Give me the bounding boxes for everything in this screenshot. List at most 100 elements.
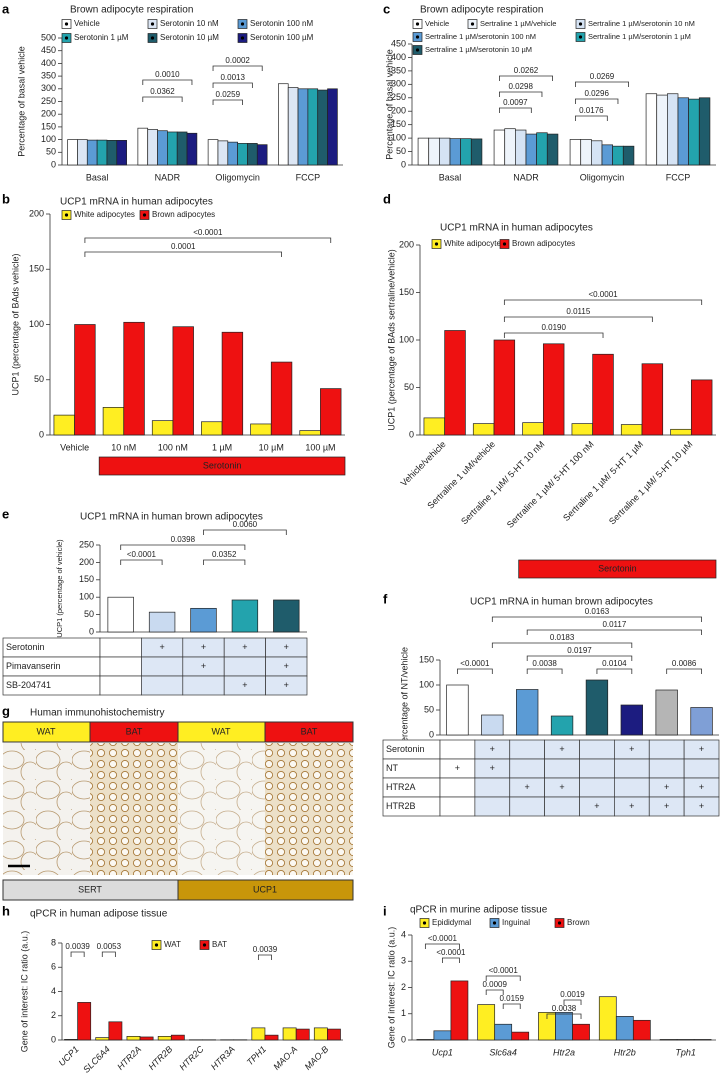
- table-cell: [141, 675, 184, 696]
- bar: [190, 607, 217, 633]
- bar: [550, 715, 574, 736]
- bar: [278, 83, 289, 166]
- p-value: 0.0398: [171, 535, 196, 544]
- y-tick-label: 300: [391, 79, 406, 89]
- bar: [511, 1031, 530, 1041]
- p-value: 0.0002: [225, 56, 250, 65]
- x-tick-label: Oligomycin: [215, 172, 260, 182]
- tissue-label: BAT: [301, 726, 318, 736]
- legend-dot: [578, 22, 583, 26]
- p-value: 0.0013: [220, 73, 245, 82]
- bar: [217, 140, 229, 166]
- stain-label: UCP1: [253, 884, 277, 894]
- bar: [460, 138, 472, 166]
- bar: [504, 128, 516, 166]
- significance-bracket: [424, 943, 460, 949]
- x-tick-label: Vehicle/vehicle: [399, 439, 448, 488]
- bar: [472, 423, 495, 436]
- bar: [698, 97, 711, 166]
- significance-bracket: [499, 107, 532, 113]
- x-tick-label: NADR: [513, 172, 539, 182]
- table-cell: [141, 656, 184, 677]
- x-tick-label: SLC6A4: [81, 1044, 112, 1075]
- bar: [313, 1027, 328, 1041]
- x-tick-label: 100 µM: [305, 442, 335, 452]
- x-tick-label: NADR: [155, 172, 181, 182]
- histology-image: [3, 743, 90, 875]
- significance-bracket: [546, 1013, 582, 1019]
- table-row-label: HTR2A: [386, 782, 416, 792]
- x-tick-label: Sertraline 1 µM/ 5-HT 10 nM: [459, 439, 546, 526]
- treatment-banner: [98, 456, 346, 476]
- bar: [299, 430, 321, 436]
- y-tick-label: 400: [391, 52, 406, 62]
- table-cell: [265, 675, 308, 696]
- x-tick-label: Basal: [86, 172, 109, 182]
- x-tick-label: Tph1: [675, 1047, 696, 1057]
- x-tick-label: HTR2B: [146, 1044, 174, 1072]
- bar: [598, 996, 617, 1041]
- histology-image: [178, 743, 265, 875]
- bar: [201, 421, 223, 436]
- chart-title: UCP1 mRNA in human brown adipocytes: [80, 512, 263, 523]
- bar: [172, 326, 194, 436]
- y-tick-label: 200: [79, 557, 94, 567]
- x-tick-label: UCP1: [57, 1044, 81, 1068]
- bar: [592, 353, 614, 436]
- bar: [477, 1004, 496, 1041]
- bar: [167, 131, 178, 166]
- y-tick-label: 400: [41, 58, 56, 68]
- y-tick-label: 200: [399, 239, 414, 249]
- y-tick-label: 0: [51, 1034, 56, 1044]
- bar: [250, 423, 272, 436]
- y-tick-label: 150: [79, 574, 94, 584]
- significance-bracket: [526, 668, 563, 674]
- legend-label: Brown: [567, 918, 590, 927]
- y-axis-label: UCP1 (percentage of BAds sertraline/vehi…: [386, 249, 396, 431]
- x-tick-label: HTR2A: [115, 1044, 143, 1072]
- table-mark: +: [490, 744, 495, 754]
- bar: [481, 714, 504, 736]
- table-mark: +: [699, 782, 704, 792]
- bar: [256, 144, 268, 166]
- significance-bracket: [457, 668, 493, 674]
- legend-dot: [578, 35, 583, 39]
- significance-bracket: [212, 65, 263, 71]
- p-value: 0.0038: [552, 1004, 577, 1013]
- y-tick-label: 3: [401, 956, 406, 966]
- bar: [693, 1039, 712, 1041]
- significance-bracket: [120, 544, 246, 550]
- bar: [446, 684, 469, 736]
- bar: [273, 599, 300, 633]
- bar: [615, 1016, 634, 1041]
- table-mark: +: [629, 801, 634, 811]
- table-cell: [439, 796, 476, 817]
- panel-title: Human immunohistochemistry: [30, 708, 165, 719]
- legend-dot: [150, 22, 155, 26]
- table-row-label: Serotonin: [386, 744, 425, 754]
- bar: [417, 137, 430, 166]
- bar: [416, 1039, 435, 1041]
- table-cell: [99, 675, 142, 696]
- significance-bracket: [491, 616, 702, 622]
- p-value: 0.0060: [233, 520, 258, 529]
- y-axis-label: Gene of interest: IC ratio (a.u.): [19, 931, 29, 1053]
- bar: [555, 1012, 573, 1041]
- y-tick-label: 150: [29, 264, 44, 274]
- p-value: 0.0086: [672, 659, 697, 668]
- table-cell: [509, 739, 545, 760]
- legend-dot: [142, 213, 147, 217]
- bar: [569, 139, 582, 166]
- x-tick-label: FCCP: [666, 172, 691, 182]
- panel-letter: h: [2, 903, 10, 918]
- bar: [493, 339, 516, 436]
- y-tick-label: 2: [401, 982, 406, 992]
- tissue-label: BAT: [126, 726, 143, 736]
- table-mark: +: [559, 782, 564, 792]
- p-value: <0.0001: [428, 934, 458, 943]
- table-mark: +: [629, 744, 634, 754]
- y-tick-label: 150: [391, 119, 406, 129]
- bar: [148, 611, 176, 633]
- table-mark: +: [525, 782, 530, 792]
- y-tick-label: 350: [41, 70, 56, 80]
